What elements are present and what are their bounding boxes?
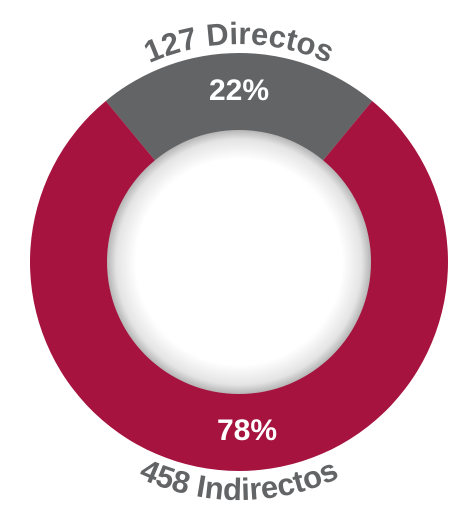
donut-hole — [107, 130, 371, 394]
donut-segment — [105, 52, 373, 162]
donut-segment — [29, 100, 449, 471]
segments — [29, 52, 449, 471]
value-label: 78% — [217, 414, 277, 447]
value-label: 22% — [209, 74, 269, 107]
